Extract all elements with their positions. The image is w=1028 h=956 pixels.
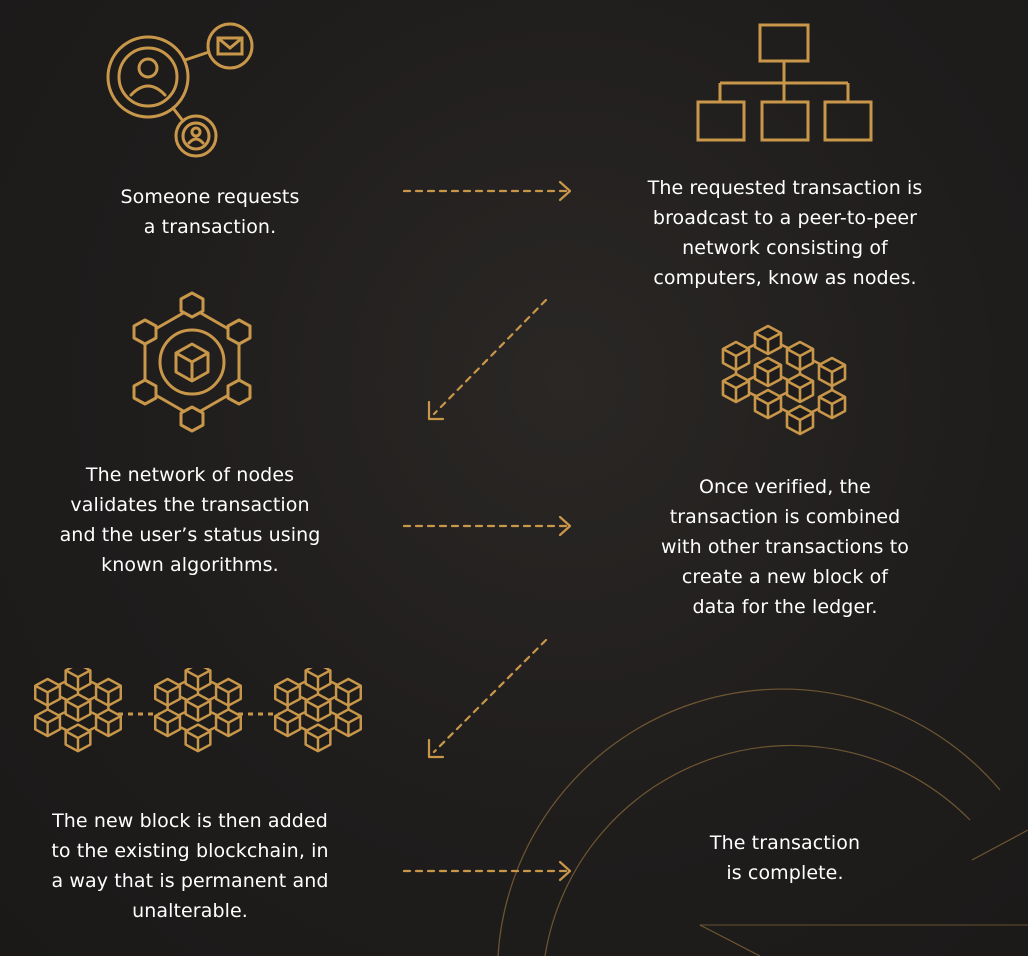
step-line: The new block is then added (52, 810, 328, 832)
step-line: with other transactions to (661, 536, 909, 558)
step-line: known algorithms. (101, 554, 279, 576)
blockchain-icon (30, 668, 370, 760)
step-line: is complete. (726, 862, 844, 884)
step-line: and the user’s status using (59, 524, 321, 546)
step-line: a transaction. (143, 216, 277, 238)
step-2-text: The requested transaction is broadcast t… (615, 173, 955, 293)
step-line: broadcast to a peer-to-peer (652, 207, 918, 229)
step-line: network consisting of (682, 237, 888, 259)
step-6-text: The transaction is complete. (640, 828, 930, 888)
arrow-down-left-2 (427, 638, 548, 759)
step-line: data for the ledger. (692, 596, 878, 618)
step-line: Once verified, the (699, 476, 871, 498)
step-5-text: The new block is then added to the exist… (20, 806, 360, 926)
hexagon-cube-network-icon (132, 291, 252, 433)
step-line: validates the transaction (70, 494, 310, 516)
step-line: create a new block of (681, 566, 889, 588)
step-4-text: Once verified, the transaction is combin… (615, 472, 955, 622)
step-line: transaction is combined (669, 506, 901, 528)
users-network-icon (106, 22, 254, 158)
arrow-right-1 (402, 180, 572, 202)
step-line: The requested transaction is (647, 177, 923, 199)
step-line: unalterable. (132, 900, 248, 922)
step-line: The network of nodes (85, 464, 295, 486)
arrow-right-2 (402, 515, 572, 537)
step-3-text: The network of nodes validates the trans… (30, 460, 350, 580)
step-line: Someone requests (120, 186, 300, 208)
step-line: to the existing blockchain, in (51, 840, 329, 862)
step-line: The transaction (709, 832, 861, 854)
step-1-text: Someone requests a transaction. (60, 182, 360, 242)
arrow-down-left-1 (427, 298, 548, 421)
arrow-right-3 (402, 860, 572, 882)
step-line: computers, know as nodes. (653, 267, 917, 289)
cube-cluster-icon (721, 324, 847, 436)
hierarchy-icon (696, 23, 873, 142)
step-line: a way that is permanent and (51, 870, 329, 892)
